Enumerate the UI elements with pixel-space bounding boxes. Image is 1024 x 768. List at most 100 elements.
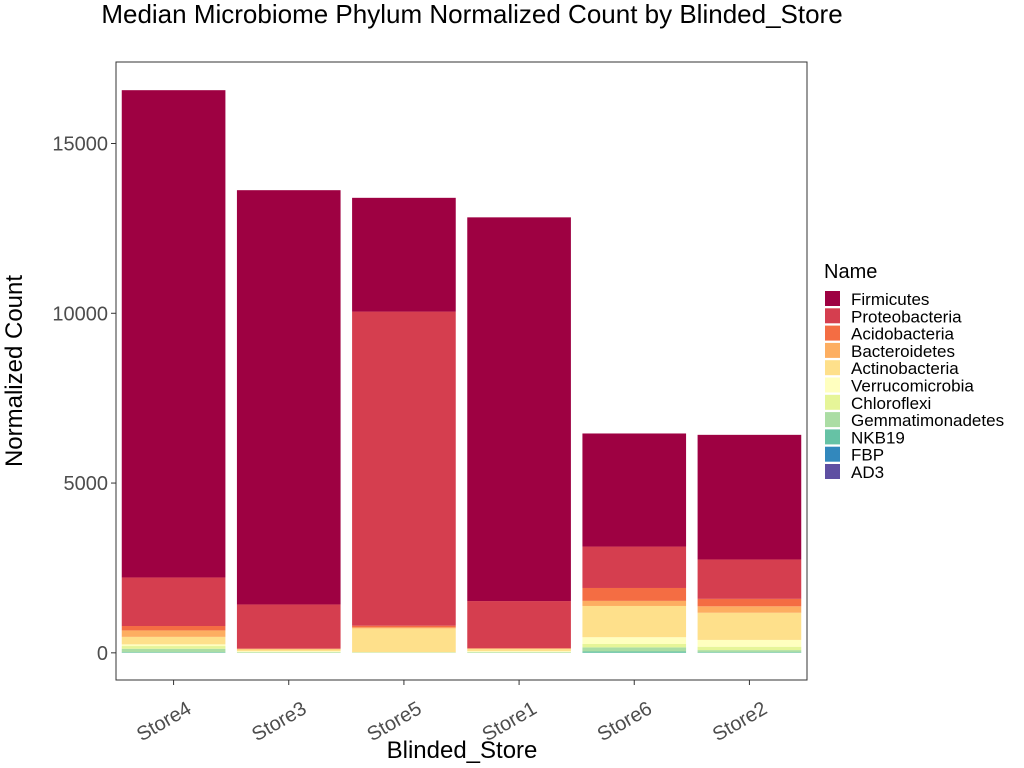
bar-group-store3	[236, 190, 341, 653]
legend-swatch	[825, 446, 840, 462]
legend-item: Firmicutes	[825, 290, 929, 309]
x-tick-label: Store3	[248, 698, 310, 747]
legend-label: AD3	[851, 463, 884, 482]
bar-segment-actinobacteria	[121, 636, 226, 645]
bar-segment-proteobacteria	[236, 604, 341, 649]
bar-segment-acidobacteria	[121, 626, 226, 631]
bar-group-store6	[582, 433, 687, 653]
legend-label: Chloroflexi	[851, 394, 931, 413]
legend-label: Proteobacteria	[851, 307, 962, 326]
legend-swatch	[825, 464, 840, 479]
bar-segment-chloroflexi	[121, 646, 226, 649]
bar-segment-gemmatimonadetes	[582, 647, 687, 652]
bar-segment-proteobacteria	[352, 311, 456, 626]
bar-segment-proteobacteria	[121, 577, 226, 627]
bar-segment-chloroflexi	[582, 644, 687, 648]
bar-segment-proteobacteria	[697, 559, 802, 599]
legend-item: Bacteroidetes	[825, 342, 955, 361]
bar-segment-nkb19	[697, 652, 802, 653]
bar-segment-verrucomicrobia	[467, 651, 571, 652]
legend-item: FBP	[825, 446, 884, 465]
legend-label: FBP	[851, 446, 884, 465]
bar-segment-firmicutes	[236, 190, 341, 605]
legend-item: Acidobacteria	[825, 325, 955, 344]
y-tick-label: 5000	[64, 473, 109, 495]
x-axis-title: Blinded_Store	[387, 737, 538, 764]
bar-group-store1	[467, 217, 571, 653]
bar-segment-nkb19	[582, 651, 687, 653]
legend-label: Bacteroidetes	[851, 342, 955, 361]
legend-swatch	[825, 394, 840, 410]
bars-layer	[121, 90, 802, 653]
bar-segment-bacteroidetes	[121, 630, 226, 637]
bar-segment-gemmatimonadetes	[467, 652, 571, 653]
y-tick-label: 0	[97, 643, 108, 665]
bar-segment-proteobacteria	[467, 601, 571, 649]
chart-title: Median Microbiome Phylum Normalized Coun…	[101, 0, 842, 29]
bar-segment-gemmatimonadetes	[236, 652, 341, 653]
bar-segment-firmicutes	[467, 217, 571, 602]
x-tick-label: Store2	[709, 698, 771, 747]
legend: Name FirmicutesProteobacteriaAcidobacter…	[824, 261, 1004, 482]
legend-item: Actinobacteria	[825, 359, 959, 378]
bar-segment-firmicutes	[352, 197, 456, 312]
bar-segment-verrucomicrobia	[582, 637, 687, 645]
legend-swatch	[825, 360, 840, 376]
bar-segment-verrucomicrobia	[697, 639, 802, 647]
legend-swatch	[825, 308, 840, 324]
bar-segment-gemmatimonadetes	[697, 650, 802, 653]
bar-segment-firmicutes	[582, 433, 687, 547]
bar-segment-actinobacteria	[467, 649, 571, 652]
bar-group-store5	[352, 197, 456, 653]
bar-segment-verrucomicrobia	[121, 644, 226, 647]
legend-items: FirmicutesProteobacteriaAcidobacteriaBac…	[825, 290, 1004, 482]
bar-group-store2	[697, 434, 802, 653]
bar-segment-firmicutes	[697, 434, 802, 560]
bar-segment-nkb19	[121, 652, 226, 653]
legend-label: Firmicutes	[851, 290, 929, 309]
legend-label: Actinobacteria	[851, 359, 959, 378]
legend-item: Proteobacteria	[825, 307, 962, 326]
legend-swatch	[825, 325, 840, 341]
legend-item: Verrucomicrobia	[825, 377, 974, 396]
legend-swatch	[825, 377, 840, 393]
legend-label: NKB19	[851, 428, 905, 447]
bar-segment-bacteroidetes	[467, 648, 571, 650]
bar-segment-chloroflexi	[697, 646, 802, 651]
bar-segment-bacteroidetes	[582, 600, 687, 606]
legend-item: Chloroflexi	[825, 394, 931, 413]
x-tick-label: Store6	[594, 698, 656, 747]
y-tick-label: 15000	[52, 133, 108, 155]
plot-frame	[115, 61, 808, 681]
legend-swatch	[825, 429, 840, 445]
legend-item: Gemmatimonadetes	[825, 411, 1004, 430]
legend-item: NKB19	[825, 428, 905, 447]
bar-segment-bacteroidetes	[697, 606, 802, 613]
y-axis: 0 5000 10000 15000	[52, 133, 116, 665]
bar-segment-firmicutes	[121, 90, 226, 578]
legend-swatch	[825, 291, 840, 306]
y-tick-label: 10000	[52, 303, 108, 325]
bar-segment-acidobacteria	[582, 587, 687, 601]
legend-label: Acidobacteria	[851, 325, 955, 344]
bar-segment-bacteroidetes	[236, 648, 341, 650]
bar-segment-actinobacteria	[582, 605, 687, 638]
legend-label: Verrucomicrobia	[851, 377, 974, 396]
legend-swatch	[825, 412, 840, 428]
bar-segment-actinobacteria	[352, 628, 456, 653]
legend-swatch	[825, 342, 840, 358]
bar-group-store4	[121, 90, 226, 653]
bar-segment-acidobacteria	[352, 625, 456, 628]
bar-segment-actinobacteria	[236, 649, 341, 652]
bar-segment-gemmatimonadetes	[121, 648, 226, 653]
legend-item: AD3	[825, 463, 884, 482]
bar-segment-verrucomicrobia	[236, 651, 341, 652]
y-axis-title: Normalized Count	[1, 275, 28, 467]
legend-title: Name	[824, 261, 877, 283]
bar-segment-actinobacteria	[697, 612, 802, 640]
bar-segment-proteobacteria	[582, 546, 687, 588]
bar-segment-acidobacteria	[697, 598, 802, 607]
x-tick-label: Store4	[133, 698, 195, 747]
